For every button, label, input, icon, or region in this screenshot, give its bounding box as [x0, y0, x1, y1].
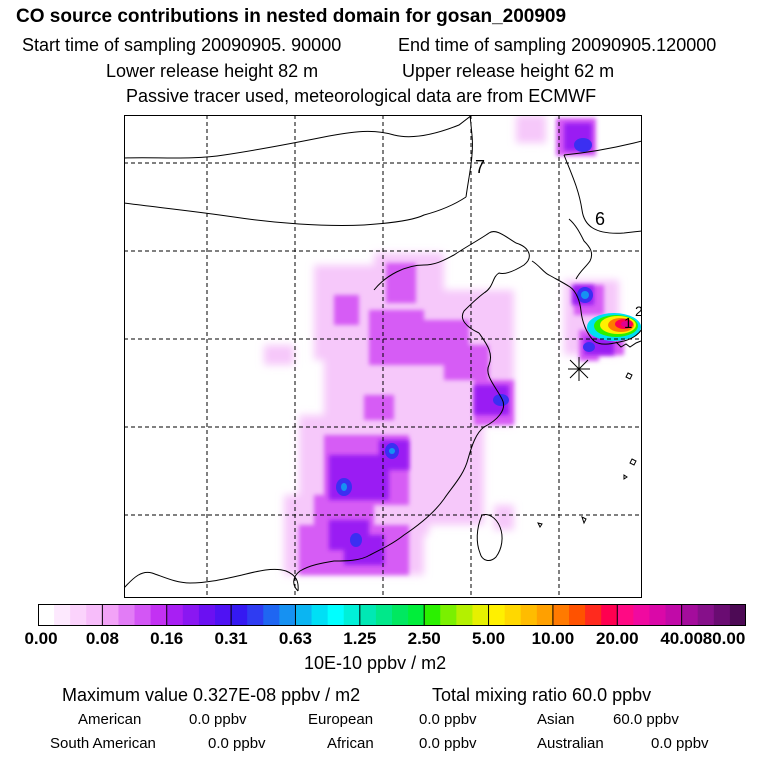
colorbar-swatch — [215, 604, 232, 626]
colorbar-swatch — [182, 604, 200, 626]
total-mixing-ratio-label: Total mixing ratio 60.0 ppbv — [432, 685, 652, 705]
colorbar-swatch — [601, 604, 618, 626]
colorbar-swatch — [166, 604, 184, 626]
colorbar-dividers — [101, 604, 683, 626]
coastlines — [124, 115, 642, 592]
colorbar-swatch — [617, 604, 634, 626]
colorbar-units-label: 10E-10 ppbv / m2 — [304, 653, 447, 673]
colorbar-swatch — [86, 604, 103, 626]
colorbar-tick-label: 5.00 — [471, 629, 506, 648]
colorbar-swatch — [649, 604, 667, 626]
continent-south-american-name: South American — [50, 735, 156, 752]
colorbar-swatch — [392, 604, 409, 626]
map-title: CO source contributions in nested domain… — [16, 6, 567, 27]
contour-labels: 7 6 1 2 — [475, 157, 642, 332]
colorbar-swatch — [520, 604, 538, 626]
lat-lon-grid — [124, 115, 642, 598]
colorbar-swatches — [38, 604, 746, 626]
colorbar-tick-label: 20.00 — [595, 629, 639, 648]
continent-african-value: 0.0 ppbv — [419, 735, 477, 752]
source-contribution-map: 7 6 1 2 — [124, 115, 642, 598]
colorbar-swatch — [247, 604, 264, 626]
colorbar-swatch — [472, 604, 490, 626]
colorbar-swatch — [456, 604, 474, 626]
colorbar-swatch — [295, 604, 313, 626]
continent-asian-name: Asian — [537, 711, 575, 728]
colorbar-swatch — [343, 604, 361, 626]
colorbar-swatch — [118, 604, 136, 626]
lower-release-height-label: Lower release height 82 m — [106, 61, 319, 81]
colorbar-swatch — [633, 604, 651, 626]
colorbar-swatch — [729, 604, 746, 626]
colorbar-swatch — [38, 604, 55, 626]
continent-australian-name: Australian — [537, 735, 604, 752]
colorbar-swatch — [585, 604, 602, 626]
continent-asian-value: 60.0 ppbv — [613, 711, 679, 728]
colorbar — [38, 604, 746, 626]
colorbar-swatch — [198, 604, 216, 626]
continent-european-name: European — [308, 711, 374, 728]
colorbar-swatch — [681, 604, 699, 626]
continent-american-name: American — [78, 711, 142, 728]
colorbar-swatch — [231, 604, 248, 626]
continent-south-american-value: 0.0 ppbv — [208, 735, 266, 752]
colorbar-tick-label: 2.50 — [407, 629, 441, 648]
colorbar-tick-label: 1.25 — [343, 629, 377, 648]
tracer-info-label: Passive tracer used, meteorological data… — [126, 86, 597, 106]
colorbar-swatch — [713, 604, 731, 626]
colorbar-swatch — [263, 604, 280, 626]
colorbar-tick-label: 80.00 — [702, 629, 746, 648]
colorbar-swatch — [552, 604, 570, 626]
colorbar-swatch — [70, 604, 87, 626]
contour-label-6: 6 — [595, 209, 605, 229]
colorbar-swatch — [102, 604, 120, 626]
colorbar-swatch — [536, 604, 554, 626]
continent-african-name: African — [327, 735, 374, 752]
colorbar-swatch — [569, 604, 586, 626]
contour-label-2: 2 — [635, 303, 642, 319]
end-time-label: End time of sampling 20090905.120000 — [398, 35, 717, 55]
colorbar-swatch — [134, 604, 152, 626]
contour-label-7: 7 — [475, 157, 485, 177]
receptor-star-marker — [568, 357, 590, 381]
colorbar-tick-label: 0.63 — [278, 629, 312, 648]
colorbar-swatch — [440, 604, 457, 626]
upper-release-height-label: Upper release height 62 m — [402, 61, 615, 81]
colorbar-tick-label: 0.31 — [214, 629, 248, 648]
colorbar-swatch — [488, 604, 506, 626]
colorbar-swatch — [375, 604, 393, 626]
continent-european-value: 0.0 ppbv — [419, 711, 477, 728]
continent-american-value: 0.0 ppbv — [189, 711, 247, 728]
colorbar-swatch — [54, 604, 71, 626]
colorbar-swatch — [359, 604, 377, 626]
colorbar-swatch — [424, 604, 441, 626]
continent-australian-value: 0.0 ppbv — [651, 735, 709, 752]
colorbar-tick-label: 0.08 — [85, 629, 119, 648]
maximum-value-label: Maximum value 0.327E-08 ppbv / m2 — [62, 685, 361, 705]
colorbar-tick-label: 0.16 — [150, 629, 184, 648]
colorbar-swatch — [697, 604, 715, 626]
colorbar-swatch — [408, 604, 425, 626]
contour-label-1: 1 — [624, 315, 632, 332]
colorbar-swatch — [327, 604, 345, 626]
colorbar-swatch — [311, 604, 329, 626]
plume-hotspot — [587, 313, 641, 341]
colorbar-swatch — [279, 604, 297, 626]
plume-core-cyan — [341, 291, 589, 491]
start-time-label: Start time of sampling 20090905. 90000 — [22, 35, 342, 55]
colorbar-swatch — [504, 604, 522, 626]
colorbar-tick-label: 10.00 — [531, 629, 575, 648]
colorbar-swatch — [665, 604, 683, 626]
colorbar-tick-label: 40.00 — [660, 629, 703, 648]
colorbar-swatch — [150, 604, 168, 626]
colorbar-tick-label: 0.00 — [24, 629, 58, 648]
